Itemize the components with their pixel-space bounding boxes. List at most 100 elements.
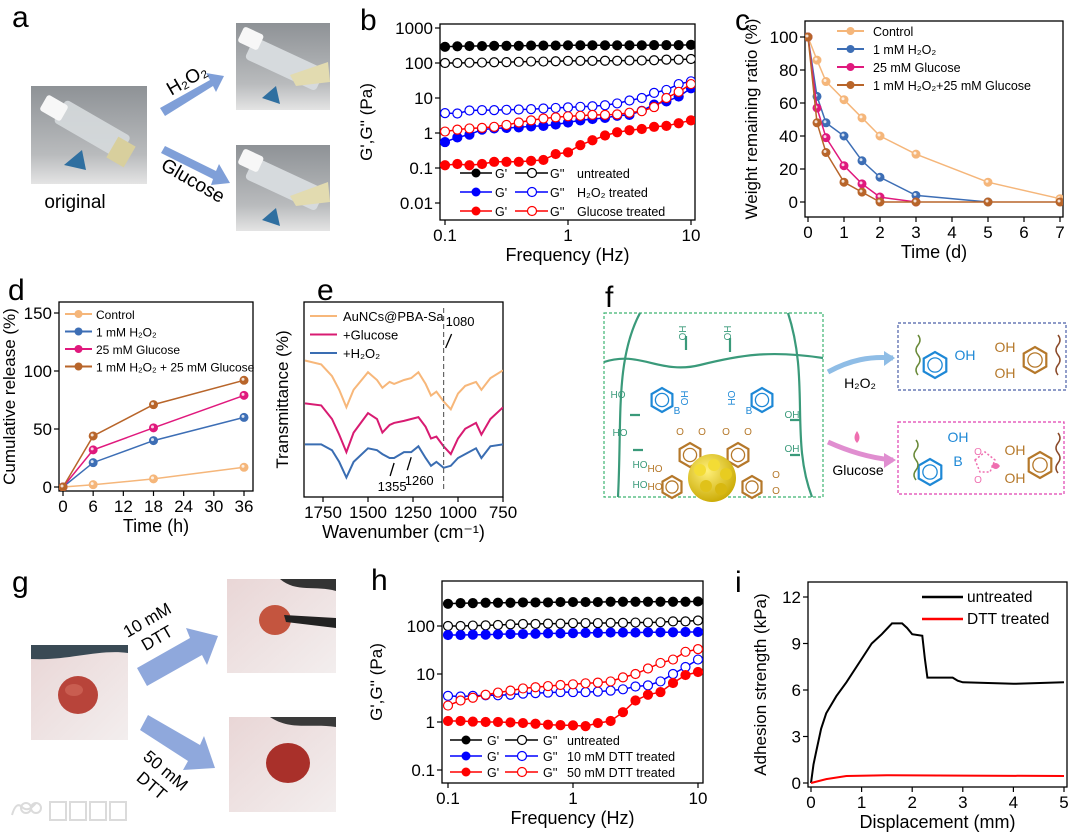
data-point-highlight [90, 460, 94, 464]
data-point [630, 681, 641, 692]
data-point [680, 669, 691, 681]
product-group-label: B [953, 453, 962, 469]
phenol-product-ring-inner [927, 357, 943, 373]
photo-wound-original [31, 645, 128, 740]
data-point-highlight [859, 158, 863, 162]
arrow-10mm-dtt [137, 628, 218, 686]
data-point [517, 628, 529, 640]
data-point [630, 627, 641, 638]
data-point [542, 680, 554, 692]
x-tick-label: 10 [689, 789, 708, 808]
y-tick-label: 6 [792, 681, 801, 700]
data-point [575, 101, 586, 112]
glucose-droplet-icon [991, 463, 1000, 469]
data-point [580, 721, 591, 732]
y-tick-label: 0 [43, 478, 52, 497]
y-tick-label: 0.1 [409, 159, 433, 178]
data-point-highlight [151, 402, 154, 406]
data-point-highlight [877, 199, 881, 203]
data-point [636, 92, 647, 104]
group-label: HO [611, 390, 626, 401]
product-box-h2o2 [897, 322, 1067, 391]
y-tick-label: 10 [416, 665, 435, 684]
legend: AuNCs@PBA-Sa +Glucose +H₂O₂ [310, 309, 444, 361]
data-point [513, 156, 524, 167]
x-tick-label: 1 [563, 226, 572, 245]
panel-label-h: h [371, 564, 388, 597]
data-point [692, 596, 703, 607]
legend-label: 1 mM H₂O₂ [873, 43, 936, 57]
data-point [636, 123, 647, 135]
watermark-logo [11, 801, 127, 821]
data-point [530, 718, 541, 729]
legend-label: 25 mM Glucose [873, 61, 961, 75]
data-point [599, 130, 611, 141]
data-point [476, 158, 488, 170]
data-point [673, 54, 684, 65]
data-point-highlight [913, 192, 917, 196]
data-point [501, 119, 512, 131]
data-point [617, 627, 629, 638]
data-point-highlight [151, 476, 154, 480]
data-point [538, 56, 549, 67]
legend: Control 1 mM H₂O₂ 25 mM Glucose 1 mM H₂O₂+2… [837, 25, 1031, 93]
group-label: O [772, 470, 780, 481]
data-point [501, 156, 512, 167]
x-tick-label: 30 [204, 497, 223, 516]
data-point [642, 617, 654, 628]
x-tick-label: 2 [907, 793, 916, 812]
legend-modulus-label: G'' [543, 766, 558, 780]
data-point [648, 39, 660, 51]
data-point [587, 135, 598, 146]
data-point [492, 597, 504, 608]
data-point-highlight [877, 133, 881, 137]
legend-label: 1 mM H₂O₂+25 mM Glucose [873, 79, 1031, 93]
data-point [642, 596, 654, 607]
y-tick-label: 0 [789, 193, 798, 212]
data-point [605, 715, 616, 727]
data-point [505, 685, 516, 696]
data-point [467, 692, 478, 703]
data-point [592, 617, 603, 629]
data-point [567, 679, 579, 690]
arrow-glucose [161, 146, 230, 185]
data-point [667, 596, 679, 607]
product-group-label: O [974, 447, 982, 458]
group-label: HO [633, 460, 648, 471]
y-axis-title: Transmittance (%) [273, 330, 292, 468]
data-point-highlight [60, 484, 64, 488]
data-point [580, 678, 591, 689]
data-point [513, 40, 524, 51]
x-axis-title: Frequency (Hz) [510, 808, 634, 828]
legend-condition-label: 10 mM DTT treated [567, 750, 675, 764]
data-point [648, 121, 660, 132]
data-point [555, 679, 566, 691]
group-label: HO [613, 428, 628, 439]
data-point [692, 626, 703, 638]
arrow-glucose-head [884, 453, 896, 468]
y-tick-label: 0 [792, 774, 801, 793]
x-tick-label: 1 [857, 793, 866, 812]
data-point [555, 628, 566, 639]
data-point [587, 55, 598, 66]
data-point-highlight [241, 392, 245, 396]
product-group-label: O [974, 475, 982, 486]
data-point-highlight [985, 179, 989, 183]
data-point [442, 598, 454, 609]
legend-condition-label: H₂O₂ treated [577, 186, 648, 200]
plot-area [442, 596, 703, 732]
legend-marker [74, 362, 83, 371]
catechol-ring [741, 474, 763, 500]
legend-label: +Glucose [343, 328, 398, 343]
data-point [685, 115, 695, 126]
legend-marker [74, 345, 83, 353]
data-point [467, 597, 478, 609]
group-label: HO [633, 480, 648, 491]
data-point [655, 686, 666, 698]
legend: G' G'' untreated G' G'' H₂O₂ treated G' G'' Gluc… [460, 167, 665, 219]
group-label: B [674, 406, 681, 417]
chain-wavy-bond [1055, 432, 1061, 474]
x-tick-label: 12 [114, 497, 133, 516]
data-point [592, 596, 603, 608]
data-point [612, 98, 623, 109]
